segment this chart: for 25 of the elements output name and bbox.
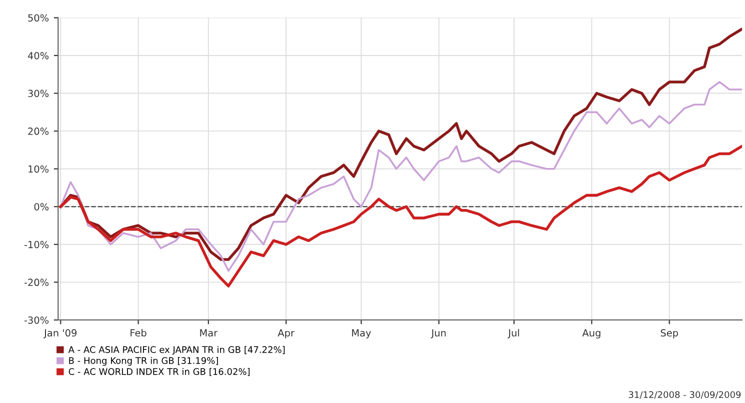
line-series bbox=[59, 144, 742, 288]
x-tick-label: Jul bbox=[508, 329, 520, 338]
y-tick-label: 20% bbox=[28, 128, 49, 135]
y-tick-label: 40% bbox=[28, 52, 49, 60]
line-series bbox=[60, 81, 742, 272]
y-tick-label: 30% bbox=[28, 90, 49, 98]
y-tick-label: 50% bbox=[28, 14, 49, 22]
x-tick-label: Apr bbox=[278, 329, 294, 338]
x-tick-label: Feb bbox=[130, 329, 146, 337]
x-tick-label: May bbox=[352, 329, 371, 338]
text: 31/12/2008 - 30/09/2009 bbox=[628, 391, 741, 399]
x-tick-label: Aug bbox=[582, 329, 600, 338]
legend-label: A - AC ASIA PACIFIC ex JAPAN TR in GB [47.22%] bbox=[68, 346, 285, 355]
legend-label: B - Hong Kong TR in GB [31.19%] bbox=[69, 357, 218, 366]
y-tick-label: 0% bbox=[34, 203, 49, 210]
x-tick-label: Mar bbox=[200, 329, 218, 337]
y-tick-label: -30% bbox=[24, 316, 49, 324]
y-tick-label: -20% bbox=[24, 278, 49, 286]
y-tick-label: 10% bbox=[28, 165, 49, 173]
line-series bbox=[59, 28, 742, 261]
x-tick-label: Jun bbox=[430, 329, 446, 338]
x-tick-label: Sep bbox=[660, 329, 678, 338]
x-tick-label: Jan '09 bbox=[44, 329, 76, 338]
y-tick-label: -10% bbox=[24, 240, 49, 248]
legend-label: C - AC WORLD INDEX TR in GB [16.02%] bbox=[68, 368, 250, 376]
